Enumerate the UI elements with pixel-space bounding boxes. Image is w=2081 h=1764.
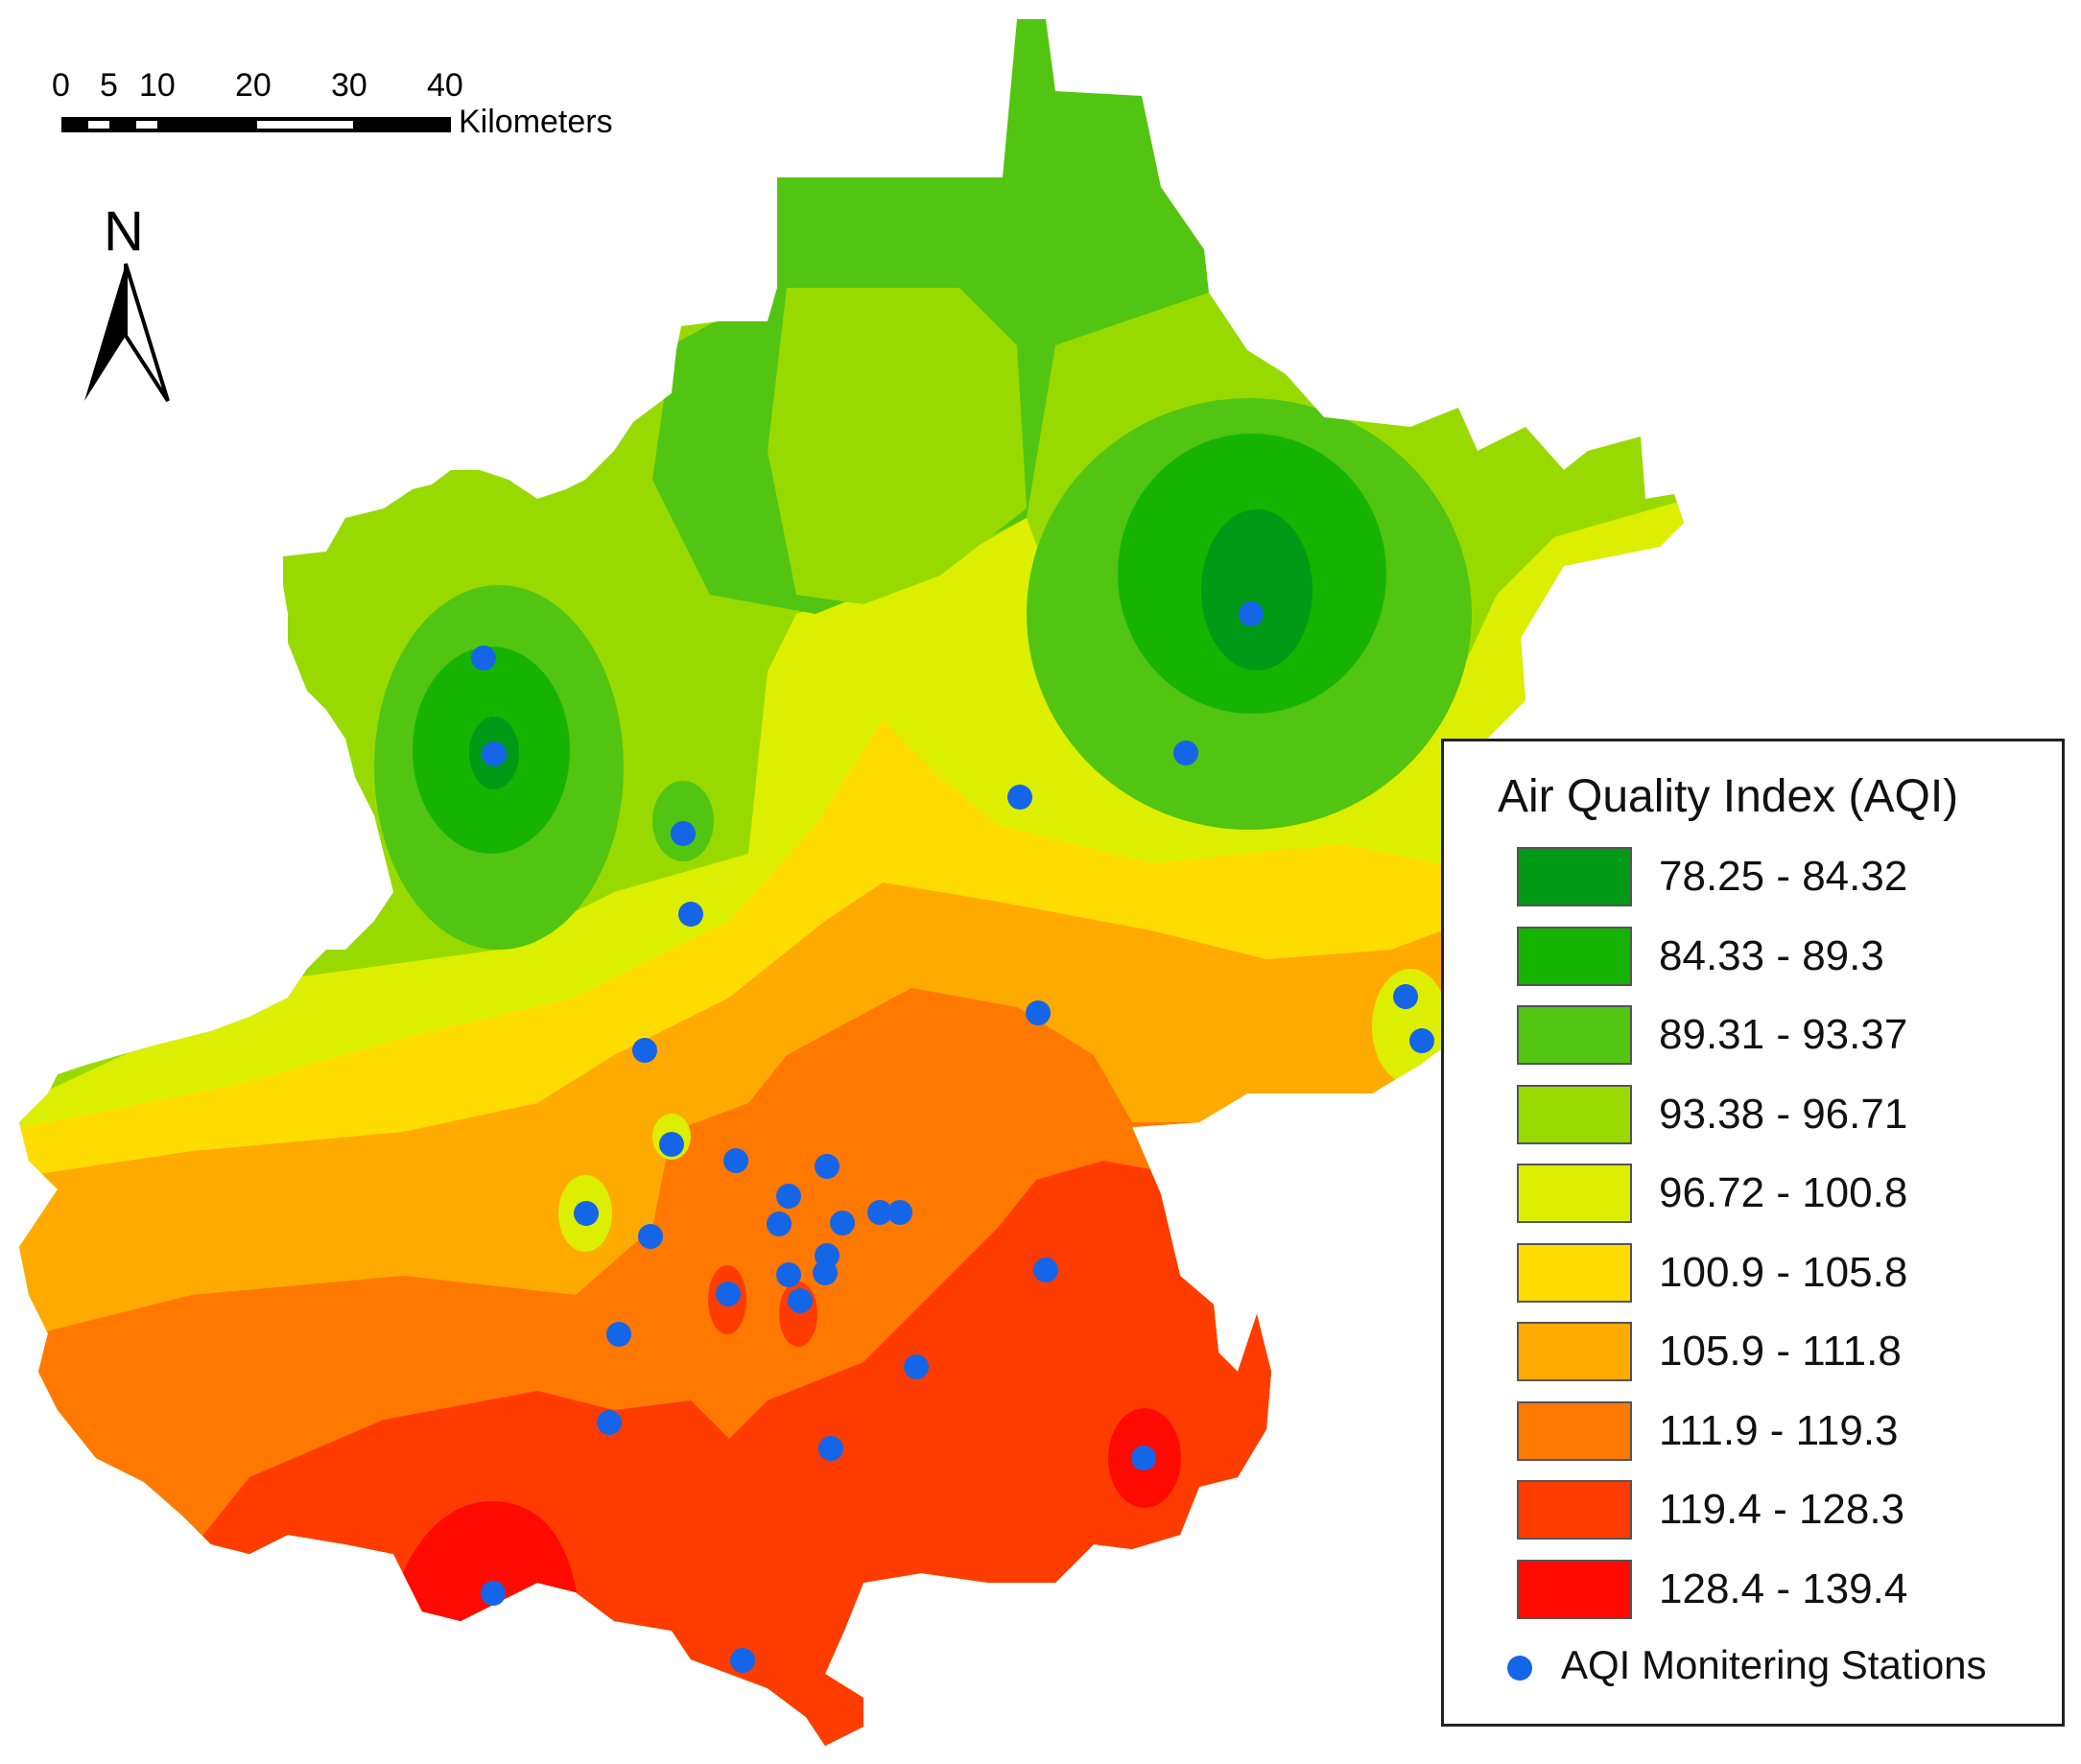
legend-item: 100.9 - 105.8 [1517,1242,2054,1305]
legend-item: 111.9 - 119.3 [1517,1400,2054,1463]
scale-tick-20: 20 [235,67,272,104]
aqi-pocket-east-96 [1372,969,1449,1084]
legend-title: Air Quality Index (AQI) [1498,771,1959,822]
aqi-station-marker [776,1184,801,1209]
legend-label: 96.72 - 100.8 [1659,1169,1908,1216]
legend-swatch [1517,1480,1632,1540]
aqi-station-marker [776,1262,801,1287]
legend-label: 84.33 - 89.3 [1659,931,1884,979]
scale-tick-40: 40 [427,67,463,104]
aqi-station-marker [1033,1258,1058,1282]
aqi-band-93-northcenter [768,288,1027,604]
aqi-station-marker [1007,785,1032,810]
scale-tick-10: 10 [139,67,176,104]
aqi-station-marker [830,1211,855,1235]
legend-item: 119.4 - 128.3 [1517,1480,2054,1541]
aqi-station-marker [671,821,696,846]
legend-label: 100.9 - 105.8 [1659,1248,1908,1296]
scale-unit-label: Kilometers [459,104,613,140]
aqi-station-marker [471,646,496,670]
legend-label: 78.25 - 84.32 [1659,853,1908,900]
legend-swatch [1517,926,1632,986]
legend-item: 89.31 - 93.37 [1517,1005,2054,1067]
scale-tick-30: 30 [331,67,367,104]
aqi-station-marker [815,1154,839,1179]
north-label: N [104,200,144,263]
aqi-station-marker [1131,1446,1156,1470]
legend-swatch [1517,1005,1632,1065]
aqi-station-marker [818,1436,843,1461]
aqi-station-marker [638,1224,663,1249]
aqi-station-marker [788,1288,813,1313]
aqi-station-marker [482,741,507,766]
legend-label: 93.38 - 96.71 [1659,1090,1908,1138]
legend-station-label: AQI Monitering Stations [1561,1642,1987,1687]
aqi-station-marker [767,1211,792,1236]
legend-item-stations: AQI Monitering Stations [1502,1638,2058,1696]
aqi-station-marker [1239,601,1264,626]
legend-swatch [1517,1242,1632,1303]
legend-label: 89.31 - 93.37 [1659,1011,1908,1058]
aqi-station-marker [1409,1028,1434,1053]
scale-tick-0: 0 [52,67,70,104]
legend-item: 93.38 - 96.71 [1517,1084,2054,1146]
legend-item: 78.25 - 84.32 [1517,847,2054,908]
aqi-station-marker [597,1410,622,1435]
aqi-station-marker [632,1038,657,1063]
legend-swatch [1517,1084,1632,1144]
legend-swatch [1517,1559,1632,1619]
aqi-station-marker [887,1200,912,1225]
aqi-station-marker [481,1581,506,1606]
legend-item: 128.4 - 139.4 [1517,1559,2054,1621]
aqi-station-marker [574,1201,599,1226]
legend-swatch [1517,847,1632,906]
aqi-station-marker [904,1354,929,1379]
legend-label: 111.9 - 119.3 [1659,1406,1899,1454]
legend-label: 128.4 - 139.4 [1659,1564,1908,1612]
aqi-station-marker [813,1260,838,1285]
station-marker-icon [1507,1656,1532,1681]
aqi-station-marker [1026,1000,1051,1025]
legend-label: 119.4 - 128.3 [1659,1486,1905,1533]
aqi-station-marker [659,1132,684,1157]
scale-bar [61,117,451,132]
aqi-station-marker [723,1148,748,1173]
aqi-station-marker [1173,741,1198,765]
aqi-station-marker [867,1200,892,1225]
aqi-pocket-north-78 [1201,509,1312,670]
legend-swatch [1517,1322,1632,1381]
legend-swatch [1517,1400,1632,1461]
aqi-station-marker [1393,984,1418,1009]
legend-swatch [1517,1164,1632,1223]
aqi-station-marker [716,1282,741,1306]
legend-item: 96.72 - 100.8 [1517,1164,2054,1225]
aqi-station-marker [606,1322,631,1347]
map-legend: Air Quality Index (AQI) 78.25 - 84.32 84.… [1441,739,2065,1727]
legend-item: 105.9 - 111.8 [1517,1322,2054,1383]
aqi-station-marker [678,902,703,927]
aqi-station-marker [730,1648,755,1673]
scale-tick-5: 5 [100,67,118,104]
legend-label: 105.9 - 111.8 [1659,1328,1902,1375]
north-arrow-icon [84,263,170,403]
legend-item: 84.33 - 89.3 [1517,926,2054,988]
